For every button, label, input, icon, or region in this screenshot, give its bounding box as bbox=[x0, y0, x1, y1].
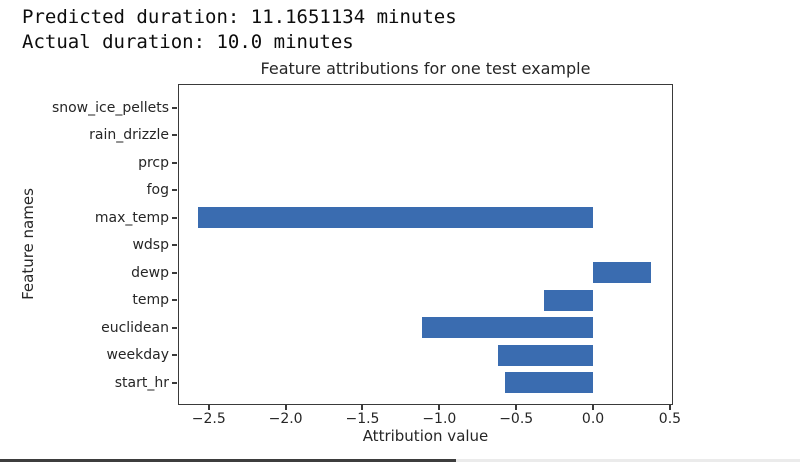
x-tick-label: 0.0 bbox=[581, 411, 605, 427]
y-tick-label: start_hr bbox=[114, 374, 169, 391]
x-tick-label: 0.5 bbox=[658, 411, 682, 427]
y-tick-mark bbox=[172, 354, 177, 356]
actual-duration-line: Actual duration: 10.0 minutes bbox=[22, 31, 354, 53]
attribution-bar bbox=[543, 289, 594, 311]
y-tick-mark bbox=[172, 106, 177, 109]
video-progress-fill bbox=[0, 459, 456, 462]
y-tick-mark bbox=[172, 299, 177, 301]
y-tick-mark bbox=[172, 216, 177, 219]
x-tick-label: −1.5 bbox=[345, 411, 380, 427]
attribution-bar bbox=[505, 372, 594, 393]
y-tick-mark bbox=[172, 326, 177, 329]
y-tick-mark bbox=[172, 189, 177, 191]
attribution-bar bbox=[422, 317, 594, 338]
y-tick-mark bbox=[172, 244, 177, 246]
x-axis-label: Attribution value bbox=[362, 427, 489, 445]
x-tick-label: −1.0 bbox=[422, 411, 457, 427]
x-tick-mark bbox=[284, 405, 287, 410]
y-tick-mark bbox=[172, 381, 177, 384]
y-tick-label: temp bbox=[132, 292, 169, 308]
video-progress-bar[interactable] bbox=[0, 459, 800, 462]
y-tick-label: rain_drizzle bbox=[89, 127, 169, 143]
y-tick-label: dewp bbox=[131, 264, 169, 281]
y-tick-label: weekday bbox=[106, 347, 169, 363]
y-tick-label: snow_ice_pellets bbox=[51, 99, 169, 116]
y-tick-label: euclidean bbox=[101, 319, 169, 336]
x-tick-mark bbox=[515, 405, 518, 410]
x-tick-mark bbox=[207, 405, 210, 410]
predicted-duration-line: Predicted duration: 11.1651134 minutes bbox=[22, 6, 457, 28]
attribution-bar bbox=[497, 344, 594, 366]
attribution-bar bbox=[197, 207, 594, 228]
y-tick-label: prcp bbox=[138, 154, 169, 171]
y-axis-label: Feature names bbox=[19, 188, 37, 300]
x-tick-label: −2.5 bbox=[191, 411, 226, 427]
prediction-output-text: Predicted duration: 11.1651134 minutes Ac… bbox=[22, 5, 457, 55]
chart-title: Feature attributions for one test exampl… bbox=[260, 59, 591, 78]
y-tick-mark bbox=[172, 161, 177, 164]
y-tick-mark bbox=[172, 271, 177, 274]
y-tick-label: wdsp bbox=[132, 237, 169, 253]
x-tick-mark bbox=[592, 405, 595, 410]
y-tick-label: max_temp bbox=[94, 209, 169, 226]
x-tick-mark bbox=[668, 405, 671, 410]
attribution-bar bbox=[593, 262, 652, 283]
x-tick-mark bbox=[361, 405, 364, 410]
y-tick-label: fog bbox=[146, 182, 169, 198]
x-tick-label: −2.0 bbox=[268, 411, 303, 427]
x-tick-label: −0.5 bbox=[499, 411, 534, 427]
x-tick-mark bbox=[438, 405, 441, 410]
y-tick-mark bbox=[172, 134, 177, 136]
